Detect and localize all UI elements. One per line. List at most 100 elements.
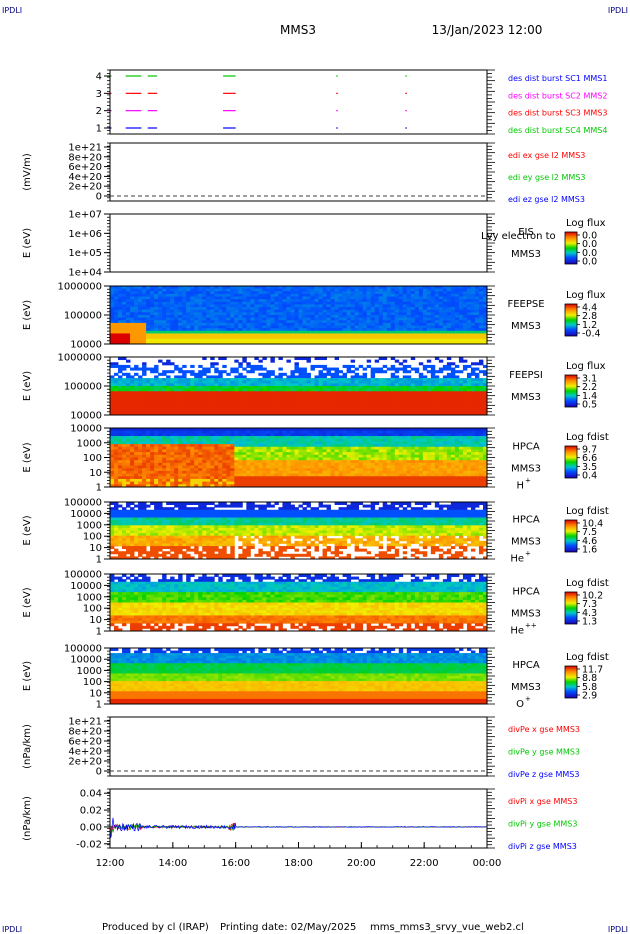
spectrogram-cell <box>226 444 231 448</box>
spectrogram-cell <box>250 288 255 292</box>
spectrogram-cell <box>330 449 335 453</box>
spectrogram-cell <box>386 438 392 442</box>
spectrogram-cell <box>458 452 464 456</box>
spectrogram-cell <box>294 401 299 405</box>
spectrogram-cell <box>126 338 131 342</box>
spectrogram-cell <box>202 399 207 403</box>
spectrogram-cell <box>398 399 404 403</box>
spectrogram-cell <box>382 430 388 434</box>
spectrogram-cell <box>170 441 175 445</box>
spectrogram-cell <box>282 372 287 376</box>
spectrogram-cell <box>306 375 311 379</box>
spectrogram-cell <box>242 378 247 382</box>
spectrogram-cell <box>190 333 195 337</box>
spectrogram-cell <box>294 288 299 292</box>
spectrogram-cell <box>214 446 219 450</box>
spectrogram-cell <box>242 304 247 308</box>
spectrogram-cell <box>326 301 331 305</box>
spectrogram-cell <box>318 378 323 382</box>
spectrogram-cell <box>286 328 291 332</box>
spectrogram-cell <box>250 452 255 456</box>
spectrogram-cell <box>254 341 259 345</box>
spectrogram-cell <box>286 449 291 453</box>
spectrogram-cell <box>406 325 412 329</box>
spectrogram-cell <box>286 401 291 405</box>
spectrogram-cell <box>334 393 340 397</box>
spectrogram-cell <box>482 393 488 397</box>
spectrogram-cell <box>274 293 279 297</box>
spectrogram-cell <box>186 317 191 321</box>
spectrogram-cell <box>282 430 287 434</box>
spectrogram-cell <box>114 333 119 337</box>
spectrogram-cell <box>422 312 428 316</box>
spectrogram-cell <box>326 441 331 445</box>
spectrogram-cell <box>250 383 255 387</box>
spectrogram-cell <box>170 391 175 395</box>
spectrogram-cell <box>350 370 356 374</box>
spectrogram-cell <box>422 412 428 416</box>
spectrogram-cell <box>226 309 231 313</box>
spectrogram-cell <box>370 328 376 332</box>
spectrogram-cell <box>262 338 267 342</box>
spectrogram-cell <box>370 338 376 342</box>
spectrogram-cell <box>314 315 319 319</box>
spectrogram-cell <box>374 359 380 363</box>
spectrogram-cell <box>150 286 155 290</box>
spectrogram-cell <box>222 409 227 413</box>
spectrogram-cell <box>126 430 131 434</box>
spectrogram-cell <box>462 386 468 390</box>
spectrogram-cell <box>118 441 123 445</box>
spectrogram-cell <box>318 452 323 456</box>
spectrogram-cell <box>154 367 159 371</box>
spectrogram-cell <box>150 370 155 374</box>
spectrogram-cell <box>394 441 400 445</box>
spectrogram-cell <box>414 436 420 440</box>
spectrogram-cell <box>426 296 432 300</box>
spectrogram-cell <box>350 378 356 382</box>
spectrogram-cell <box>434 296 440 300</box>
spectrogram-cell <box>338 428 344 432</box>
spectrogram-cell <box>406 438 412 442</box>
spectrogram-cell <box>198 407 203 411</box>
spectrogram-cell <box>330 430 335 434</box>
spectrogram-cell <box>166 307 171 311</box>
spectrogram-cell <box>262 401 267 405</box>
spectrogram-cell <box>398 336 404 340</box>
spectrogram-cell <box>326 338 331 342</box>
spectrogram-cell <box>394 317 400 321</box>
spectrogram-cell <box>410 325 416 329</box>
spectrogram-cell <box>218 291 223 295</box>
spectrogram-cell <box>302 446 307 450</box>
spectrogram-cell <box>362 333 368 337</box>
spectrogram-cell <box>170 452 175 456</box>
spectrogram-cell <box>198 288 203 292</box>
spectrogram-cell <box>398 301 404 305</box>
spectrogram-cell <box>234 438 239 442</box>
spectrogram-cell <box>194 325 199 329</box>
spectrogram-cell <box>342 388 348 392</box>
spectrogram-cell <box>154 338 159 342</box>
spectrogram-cell <box>194 372 199 376</box>
spectrogram-cell <box>170 330 175 334</box>
spectrogram-cell <box>374 288 380 292</box>
spectrogram-cell <box>478 325 484 329</box>
spectrogram-cell <box>406 441 412 445</box>
spectrogram-cell <box>182 288 187 292</box>
spectrogram-cell <box>310 307 315 311</box>
spectrogram-cell <box>134 307 139 311</box>
spectrogram-cell <box>418 299 424 303</box>
spectrogram-cell <box>394 409 400 413</box>
spectrogram-cell <box>394 438 400 442</box>
spectrogram-cell <box>206 307 211 311</box>
y-tick-label: 10000 <box>70 411 102 422</box>
spectrogram-cell <box>186 304 191 308</box>
spectrogram-cell <box>126 428 131 432</box>
spectrogram-cell <box>134 391 139 395</box>
spectrogram-cell <box>286 299 291 303</box>
spectrogram-cell <box>306 286 311 290</box>
spectrogram-cell <box>234 359 239 363</box>
spectrogram-cell <box>326 307 331 311</box>
spectrogram-cell <box>206 328 211 332</box>
spectrogram-cell <box>434 312 440 316</box>
spectrogram-cell <box>282 293 287 297</box>
